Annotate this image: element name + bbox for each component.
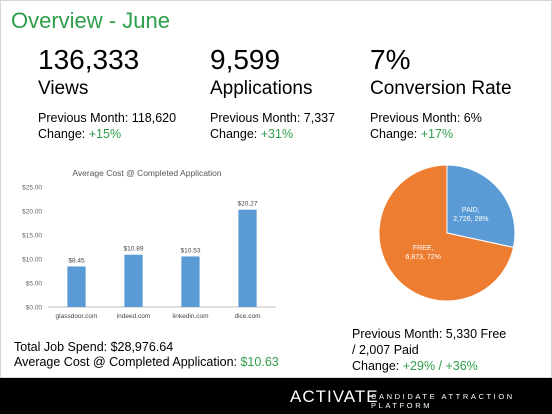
y-tick-label: $10.00 (22, 257, 42, 264)
pie-previous-month: Previous Month: 5,330 Free / 2,007 Paid … (352, 326, 542, 374)
bar-layer: $0.00 $5.00 $10.00 $15.00 $20.00 $25.00 $8.45 g… (22, 185, 276, 320)
totals-block: Total Job Spend: $28,976.64 Average Cost… (14, 340, 279, 370)
bar-data-label: $20.27 (238, 201, 258, 208)
free-paid-pie-chart: PAID, 2,726, 28% FREE, 6,873, 72% (378, 164, 516, 302)
bar (238, 209, 257, 307)
pie-slice-label: PAID, (462, 207, 480, 214)
pie-change: +29% / +36% (402, 359, 478, 373)
bar (181, 256, 200, 307)
kpi-views: 136,333 Views Previous Month: 118,620 Ch… (38, 44, 176, 142)
activate-logo: ACTIVATE (290, 387, 379, 406)
y-tick-label: $5.00 (26, 281, 43, 288)
pie-slice-value: 2,726, 28% (453, 216, 488, 223)
kpi-change: +31% (260, 127, 294, 141)
kpi-value: 9,599 (210, 44, 281, 75)
bar-data-label: $10.53 (181, 247, 201, 254)
bar (67, 266, 86, 307)
kpi-value: 7% (370, 44, 411, 75)
pie-layer: PAID, 2,726, 28% FREE, 6,873, 72% (378, 164, 516, 302)
avg-cost-value: $10.63 (240, 355, 279, 369)
y-tick-label: $20.00 (22, 209, 42, 216)
chart-title: Average Cost @ Completed Application (72, 168, 222, 178)
kpi-change-prefix: Change: (38, 127, 89, 141)
bar-data-label: $10.89 (124, 246, 144, 253)
kpi-previous: Previous Month: 118,620 (38, 111, 177, 125)
x-tick-label: linkedin.com (172, 313, 208, 320)
pie-slice-label: FREE, (413, 245, 434, 252)
footer-tagline: CANDIDATE ATTRACTION PLATFORM (371, 392, 515, 410)
x-tick-label: glassdoor.com (56, 313, 98, 320)
kpi-change-line: Change: +31% (210, 126, 335, 142)
avg-cost-label: Average Cost @ Completed Application: (14, 355, 241, 369)
pie-change-prefix: Change: (352, 359, 403, 373)
x-tick-label: indeed.com (117, 313, 151, 320)
footer-bar: ACTIVATE CANDIDATE ATTRACTION PLATFORM (0, 378, 552, 414)
kpi-change: +15% (88, 127, 122, 141)
pie-change-line: Change: +29% / +36% (352, 358, 542, 374)
kpi-conversion-rate: 7% Conversion Rate Previous Month: 6% Ch… (370, 44, 512, 142)
x-tick-label: dice.com (234, 313, 260, 320)
kpi-previous: Previous Month: 6% (370, 111, 482, 125)
page-title: Overview - June (11, 8, 170, 33)
bar (124, 254, 143, 307)
pie-prev-line1: Previous Month: 5,330 Free (352, 327, 507, 341)
avg-cost-line: Average Cost @ Completed Application: $1… (14, 355, 279, 370)
y-tick-label: $0.00 (26, 305, 43, 312)
avg-cost-bar-chart: Average Cost @ Completed Application $0.… (22, 168, 276, 320)
pie-prev-line2: / 2,007 Paid (352, 343, 419, 357)
kpi-label: Views (38, 78, 89, 99)
kpi-value: 136,333 (38, 44, 140, 75)
kpi-change: +17% (420, 127, 454, 141)
kpi-change-line: Change: +17% (370, 126, 512, 142)
y-tick-label: $15.00 (22, 233, 42, 240)
kpi-applications: 9,599 Applications Previous Month: 7,337… (210, 44, 335, 142)
bar-data-label: $8.45 (68, 257, 85, 264)
total-job-spend: Total Job Spend: $28,976.64 (14, 340, 174, 354)
kpi-previous: Previous Month: 7,337 (210, 111, 336, 125)
y-tick-label: $25.00 (22, 185, 42, 192)
kpi-label: Applications (210, 78, 313, 99)
kpi-change-line: Change: +15% (38, 126, 176, 142)
kpi-change-prefix: Change: (210, 127, 261, 141)
pie-slice (446, 164, 516, 249)
pie-slice (378, 164, 515, 302)
kpi-label: Conversion Rate (370, 78, 512, 99)
pie-slice-value: 6,873, 72% (405, 254, 440, 261)
kpi-change-prefix: Change: (370, 127, 421, 141)
